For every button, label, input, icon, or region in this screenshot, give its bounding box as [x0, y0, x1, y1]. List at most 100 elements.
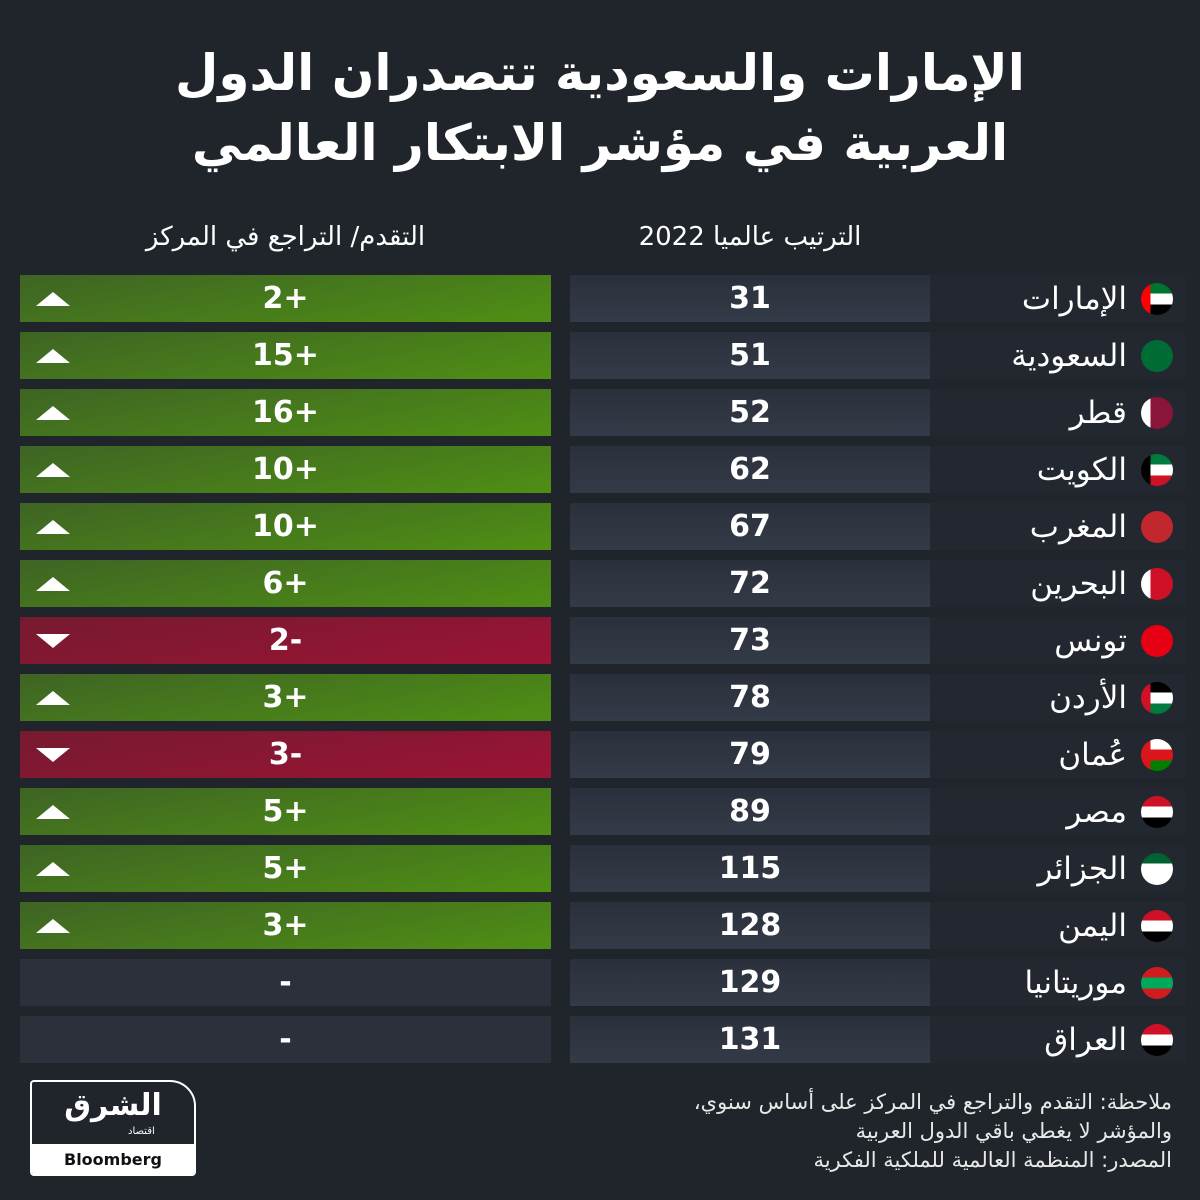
- rank-cell: 78: [570, 674, 930, 721]
- title-line-2: العربية في مؤشر الابتكار العالمي: [191, 114, 1009, 172]
- change-cell: 10+: [20, 446, 551, 493]
- country-name: البحرين: [1030, 565, 1127, 602]
- change-cell: 5+: [20, 845, 551, 892]
- change-cell: -: [20, 959, 551, 1006]
- footer-notes: ملاحظة: التقدم والتراجع في المركز على أس…: [694, 1088, 1172, 1175]
- table-row: 3+ 78 الأردن: [20, 674, 1185, 721]
- country-cell: اليمن: [930, 902, 1185, 949]
- table-row: 2- 73 تونس: [20, 617, 1185, 664]
- country-name: العراق: [1044, 1021, 1127, 1058]
- change-cell: 2-: [20, 617, 551, 664]
- table-row: 10+ 67 المغرب: [20, 503, 1185, 550]
- country-cell: قطر: [930, 389, 1185, 436]
- table-row: 2+ 31 الإمارات: [20, 275, 1185, 322]
- change-value: 6+: [262, 566, 309, 601]
- change-value: 5+: [262, 794, 309, 829]
- title-line-1: الإمارات والسعودية تتصدران الدول: [175, 44, 1025, 102]
- arrow-down-icon: [36, 634, 70, 648]
- change-value: 10+: [252, 452, 319, 487]
- page-title: الإمارات والسعودية تتصدران الدول العربية…: [0, 38, 1200, 178]
- table-row: 3- 79 عُمان: [20, 731, 1185, 778]
- country-cell: العراق: [930, 1016, 1185, 1063]
- column-header-rank: الترتيب عالميا 2022: [638, 222, 862, 252]
- table-row: 5+ 115 الجزائر: [20, 845, 1185, 892]
- change-value: 3+: [262, 908, 309, 943]
- country-name: عُمان: [1058, 736, 1127, 773]
- flag-icon: [1141, 510, 1173, 543]
- rank-cell: 115: [570, 845, 930, 892]
- country-name: المغرب: [1029, 508, 1127, 545]
- table-row: - 129 موريتانيا: [20, 959, 1185, 1006]
- change-cell: 16+: [20, 389, 551, 436]
- rank-cell: 52: [570, 389, 930, 436]
- arrow-up-icon: [36, 862, 70, 876]
- arrow-up-icon: [36, 919, 70, 933]
- column-header-change: التقدم/ التراجع في المركز: [145, 222, 426, 252]
- rank-cell: 73: [570, 617, 930, 664]
- flag-icon: [1141, 1023, 1173, 1056]
- change-value: 16+: [252, 395, 319, 430]
- change-cell: 2+: [20, 275, 551, 322]
- change-cell: 3+: [20, 674, 551, 721]
- country-cell: مصر: [930, 788, 1185, 835]
- flag-icon: [1141, 852, 1173, 885]
- rank-cell: 51: [570, 332, 930, 379]
- flag-icon: [1141, 396, 1173, 429]
- flag-icon: [1141, 453, 1173, 486]
- change-value: 3-: [268, 737, 303, 772]
- table-row: 6+ 72 البحرين: [20, 560, 1185, 607]
- change-value: -: [279, 965, 292, 1000]
- arrow-up-icon: [36, 463, 70, 477]
- change-cell: 10+: [20, 503, 551, 550]
- rank-cell: 79: [570, 731, 930, 778]
- rank-cell: 89: [570, 788, 930, 835]
- change-value: 5+: [262, 851, 309, 886]
- change-cell: 3-: [20, 731, 551, 778]
- country-cell: الإمارات: [930, 275, 1185, 322]
- asharq-bloomberg-logo: الشرق اقتصاد Bloomberg: [30, 1080, 196, 1176]
- change-cell: 5+: [20, 788, 551, 835]
- change-cell: -: [20, 1016, 551, 1063]
- country-cell: موريتانيا: [930, 959, 1185, 1006]
- rank-cell: 62: [570, 446, 930, 493]
- table-row: 3+ 128 اليمن: [20, 902, 1185, 949]
- rank-cell: 31: [570, 275, 930, 322]
- country-name: الأردن: [1049, 679, 1127, 716]
- rank-cell: 67: [570, 503, 930, 550]
- change-value: -: [279, 1022, 292, 1057]
- arrow-up-icon: [36, 406, 70, 420]
- arrow-up-icon: [36, 577, 70, 591]
- country-name: موريتانيا: [1024, 964, 1127, 1001]
- country-cell: الأردن: [930, 674, 1185, 721]
- country-cell: السعودية: [930, 332, 1185, 379]
- country-name: تونس: [1054, 622, 1127, 659]
- country-name: قطر: [1069, 394, 1127, 431]
- rank-cell: 72: [570, 560, 930, 607]
- country-cell: البحرين: [930, 560, 1185, 607]
- change-value: 10+: [252, 509, 319, 544]
- arrow-up-icon: [36, 691, 70, 705]
- country-name: الإمارات: [1021, 280, 1127, 317]
- arrow-up-icon: [36, 349, 70, 363]
- country-cell: تونس: [930, 617, 1185, 664]
- rank-cell: 131: [570, 1016, 930, 1063]
- note-line-1: ملاحظة: التقدم والتراجع في المركز على أس…: [693, 1090, 1172, 1114]
- change-value: 2-: [268, 623, 303, 658]
- country-cell: عُمان: [930, 731, 1185, 778]
- flag-icon: [1141, 795, 1173, 828]
- change-value: 2+: [262, 281, 309, 316]
- table-row: 16+ 52 قطر: [20, 389, 1185, 436]
- source-text: المصدر: المنظمة العالمية للملكية الفكرية: [813, 1148, 1172, 1172]
- country-name: اليمن: [1058, 907, 1127, 944]
- rank-cell: 128: [570, 902, 930, 949]
- flag-icon: [1141, 624, 1173, 657]
- arrow-up-icon: [36, 805, 70, 819]
- change-cell: 3+: [20, 902, 551, 949]
- change-cell: 6+: [20, 560, 551, 607]
- rank-cell: 129: [570, 959, 930, 1006]
- country-cell: الكويت: [930, 446, 1185, 493]
- flag-icon: [1141, 909, 1173, 942]
- flag-icon: [1141, 738, 1173, 771]
- arrow-down-icon: [36, 748, 70, 762]
- arrow-up-icon: [36, 520, 70, 534]
